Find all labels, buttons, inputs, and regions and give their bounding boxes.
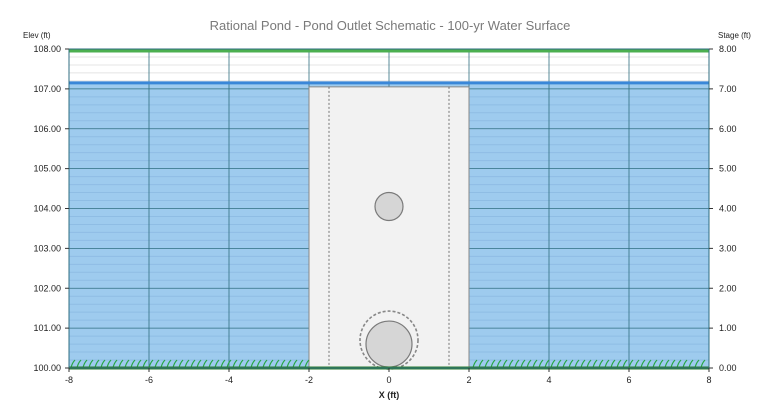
x-tick-label: -4: [225, 375, 233, 385]
x-tick-label: 8: [706, 375, 711, 385]
y-tick-label-left: 102.00: [33, 283, 61, 293]
x-tick-label: 6: [626, 375, 631, 385]
y-tick-label-left: 104.00: [33, 204, 61, 214]
x-tick-label: 0: [386, 375, 391, 385]
x-tick-label: 2: [466, 375, 471, 385]
x-tick-label: -2: [305, 375, 313, 385]
chart-title: Rational Pond - Pond Outlet Schematic - …: [210, 18, 571, 33]
y-tick-label-right: 3.00: [719, 243, 737, 253]
y-tick-label-right: 6.00: [719, 124, 737, 134]
left-axis-title: Elev (ft): [23, 31, 51, 40]
y-tick-label-left: 103.00: [33, 243, 61, 253]
y-tick-label-right: 2.00: [719, 283, 737, 293]
y-tick-label-left: 106.00: [33, 124, 61, 134]
y-tick-label-left: 105.00: [33, 164, 61, 174]
y-tick-label-left: 101.00: [33, 323, 61, 333]
x-tick-label: 4: [546, 375, 551, 385]
y-tick-label-right: 4.00: [719, 204, 737, 214]
y-tick-label-right: 5.00: [719, 164, 737, 174]
x-tick-label: -8: [65, 375, 73, 385]
y-tick-label-left: 108.00: [33, 44, 61, 54]
right-axis-title: Stage (ft): [718, 31, 751, 40]
plot-area: 100.00 0.00 101.00 1.00 102.00 2.00 103.00 3.00…: [33, 44, 736, 385]
x-axis-title: X (ft): [379, 390, 400, 400]
y-tick-label-right: 8.00: [719, 44, 737, 54]
x-tick-label: -6: [145, 375, 153, 385]
y-tick-label-left: 107.00: [33, 84, 61, 94]
y-tick-label-right: 7.00: [719, 84, 737, 94]
orifice-2: [365, 320, 413, 368]
y-tick-label-right: 1.00: [719, 323, 737, 333]
y-tick-label-left: 100.00: [33, 363, 61, 373]
y-tick-label-right: 0.00: [719, 363, 737, 373]
orifice-1: [374, 191, 404, 222]
